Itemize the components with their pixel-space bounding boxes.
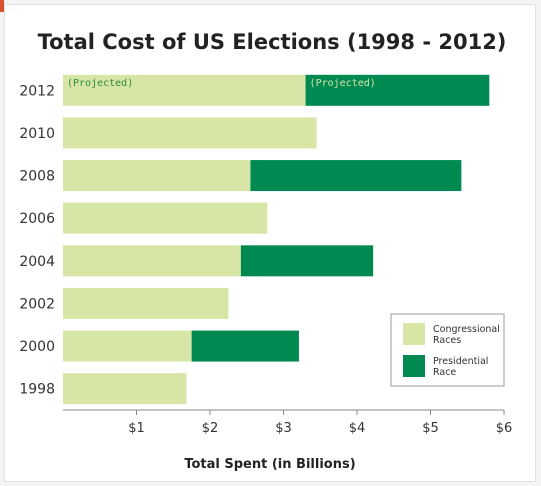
y-tick-label-2002: 2002 [19,296,55,312]
bar-2008-presidential-race [250,160,462,192]
x-axis-label: Total Spent (in Billions) [184,457,355,472]
bar-2004-presidential-race [240,245,374,277]
x-tick-label-3: $3 [275,421,292,436]
bar-2006-congressional-races [63,202,268,234]
axes-group: 2012 2010 2008 2006 2004 2002 2000 1998 $1 $2 $3 $4… [19,83,512,436]
bar-2000-presidential-race [191,330,299,362]
bar-2002-congressional-races [63,287,229,319]
legend: Congressional Races Presidential Race [390,313,505,387]
bar-2000-congressional-races [63,330,192,362]
legend-label-congressional-races: Congressional Races [433,324,500,346]
bar-2010-congressional-races [63,117,317,149]
legend-swatch-congressional-races [403,323,425,345]
y-tick-label-2004: 2004 [19,254,55,270]
bar-2004-congressional-races [63,245,241,277]
annotation-projected-1: (Projected) [67,78,133,89]
y-tick-label-1998: 1998 [19,382,55,398]
x-tick-label-4: $4 [349,421,366,436]
bar-2008-congressional-races [63,160,251,192]
x-tick-label-1: $1 [128,421,145,436]
legend-swatch-presidential-race [403,355,425,377]
x-tick-label-6: $6 [496,421,513,436]
y-tick-label-2000: 2000 [19,339,55,355]
x-tick-label-5: $5 [422,421,439,436]
bar-2012-congressional-races [63,74,306,106]
y-tick-label-2012: 2012 [19,83,55,99]
y-tick-label-2008: 2008 [19,169,55,185]
annotation-projected-2: (Projected) [310,78,376,89]
chart-title: Total Cost of US Elections (1998 - 2012) [38,30,507,54]
x-tick-label-2: $2 [202,421,219,436]
bar-2012-presidential-race [305,74,490,106]
corner-accent [0,0,4,12]
y-tick-label-2010: 2010 [19,126,55,142]
bar-1998-congressional-races [63,373,187,405]
y-tick-label-2006: 2006 [19,211,55,227]
bars-group [63,74,490,405]
annotations-group: (Projected) (Projected) [67,78,376,89]
legend-label-presidential-race: Presidential Race [433,356,488,378]
